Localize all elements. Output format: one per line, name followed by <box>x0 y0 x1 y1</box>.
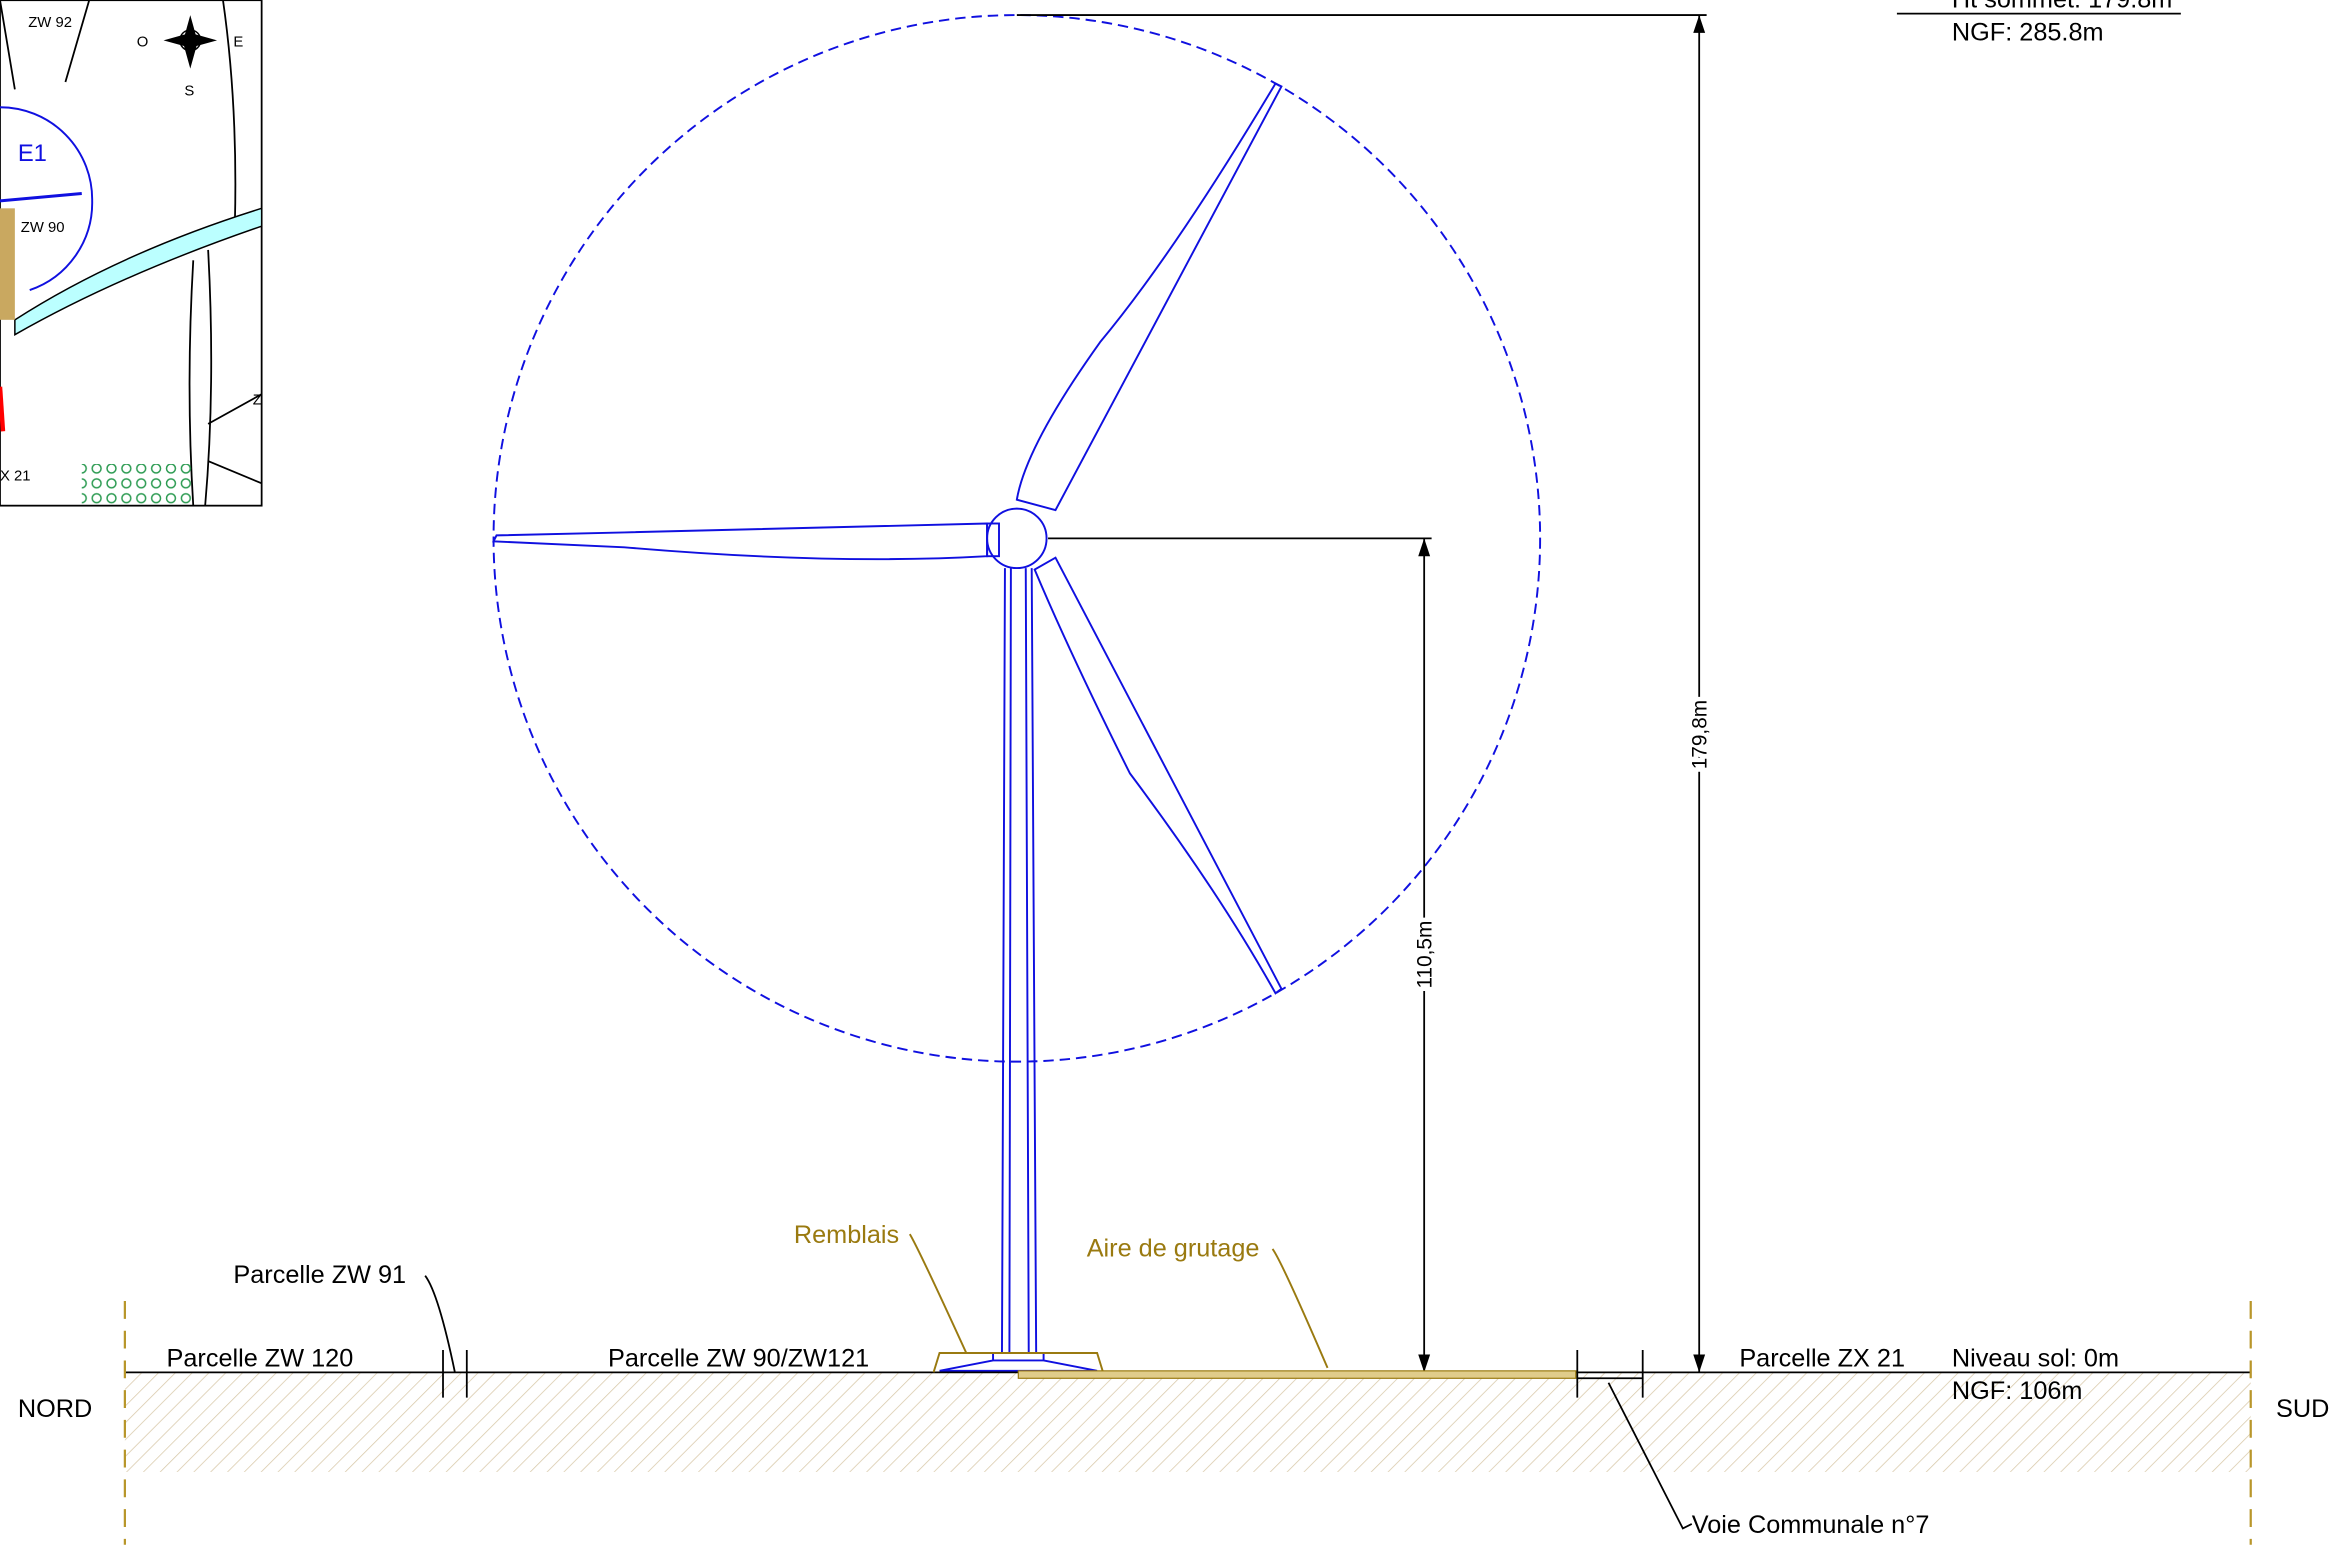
dim-total: 179,8m <box>1689 700 1712 769</box>
top-ngf: NGF: 285.8m <box>1952 18 2104 46</box>
side-label: NORD <box>18 1395 92 1423</box>
top-height: Ht sommet: 179.8m <box>1952 0 2172 14</box>
top-level: Ht sommet: 179.8m NGF: 285.8m <box>1896 0 2181 46</box>
dimensions: 179,8m 110,5m <box>1016 14 1716 1373</box>
turbine-label: E1 <box>18 140 47 167</box>
aire-label: Aire de grutage <box>1087 1234 1260 1262</box>
compass-label: O <box>137 34 149 50</box>
labels: Remblais Aire de grutage Parcelle ZW 91 … <box>18 1221 2330 1539</box>
map-label: ZW 90 <box>21 220 65 236</box>
remblais-label: Remblais <box>794 1221 899 1249</box>
compass-label: S <box>184 83 194 99</box>
parcel-label: Parcelle ZW 120 <box>166 1344 353 1372</box>
map-label: Z <box>253 393 262 409</box>
side-label: SUD <box>2276 1395 2329 1423</box>
ground <box>123 1233 2252 1545</box>
road-label: Voie Communale n°7 <box>1692 1511 1930 1539</box>
parcel-label: Parcelle ZX 21 <box>1739 1344 1905 1372</box>
parcel-label: Parcelle ZW 91 <box>233 1261 406 1289</box>
dim-hub: 110,5m <box>1414 921 1437 989</box>
map-label: X 21 <box>0 468 31 484</box>
ground-level: Niveau sol: 0m <box>1952 1344 2119 1372</box>
map-inset: ZW 92 ZW 90 Z X 21 O E S E1 <box>0 0 263 507</box>
ground-ngf: NGF: 106m <box>1952 1377 2083 1405</box>
compass-label: E <box>233 34 243 50</box>
parcel-label: Parcelle ZW 90/ZW121 <box>608 1344 869 1372</box>
map-label: ZW 92 <box>28 15 72 31</box>
turbine <box>492 14 1542 1372</box>
